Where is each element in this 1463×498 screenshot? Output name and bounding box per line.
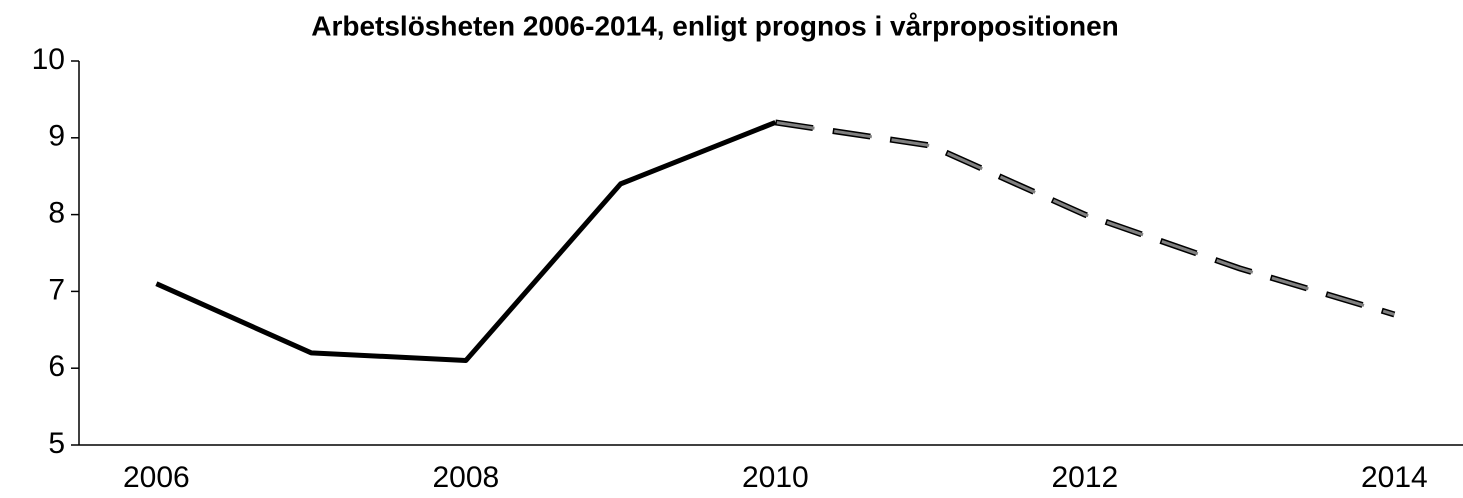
y-tick-label: 5 (48, 427, 65, 460)
y-tick-label: 8 (48, 197, 65, 230)
x-tick-label: 2010 (742, 461, 809, 494)
x-tick-label: 2012 (1052, 461, 1119, 494)
x-tick-label: 2014 (1361, 461, 1428, 494)
y-tick-label: 7 (48, 273, 65, 306)
chart-title: Arbetslösheten 2006-2014, enligt prognos… (311, 10, 1119, 41)
y-tick-label: 6 (48, 350, 65, 383)
y-tick-label: 10 (32, 43, 65, 76)
actual-line (155, 120, 777, 364)
x-tick-label: 2006 (123, 461, 190, 494)
forecast-line (775, 120, 1395, 316)
x-tick-label: 2008 (433, 461, 500, 494)
y-tick-label: 9 (48, 120, 65, 153)
